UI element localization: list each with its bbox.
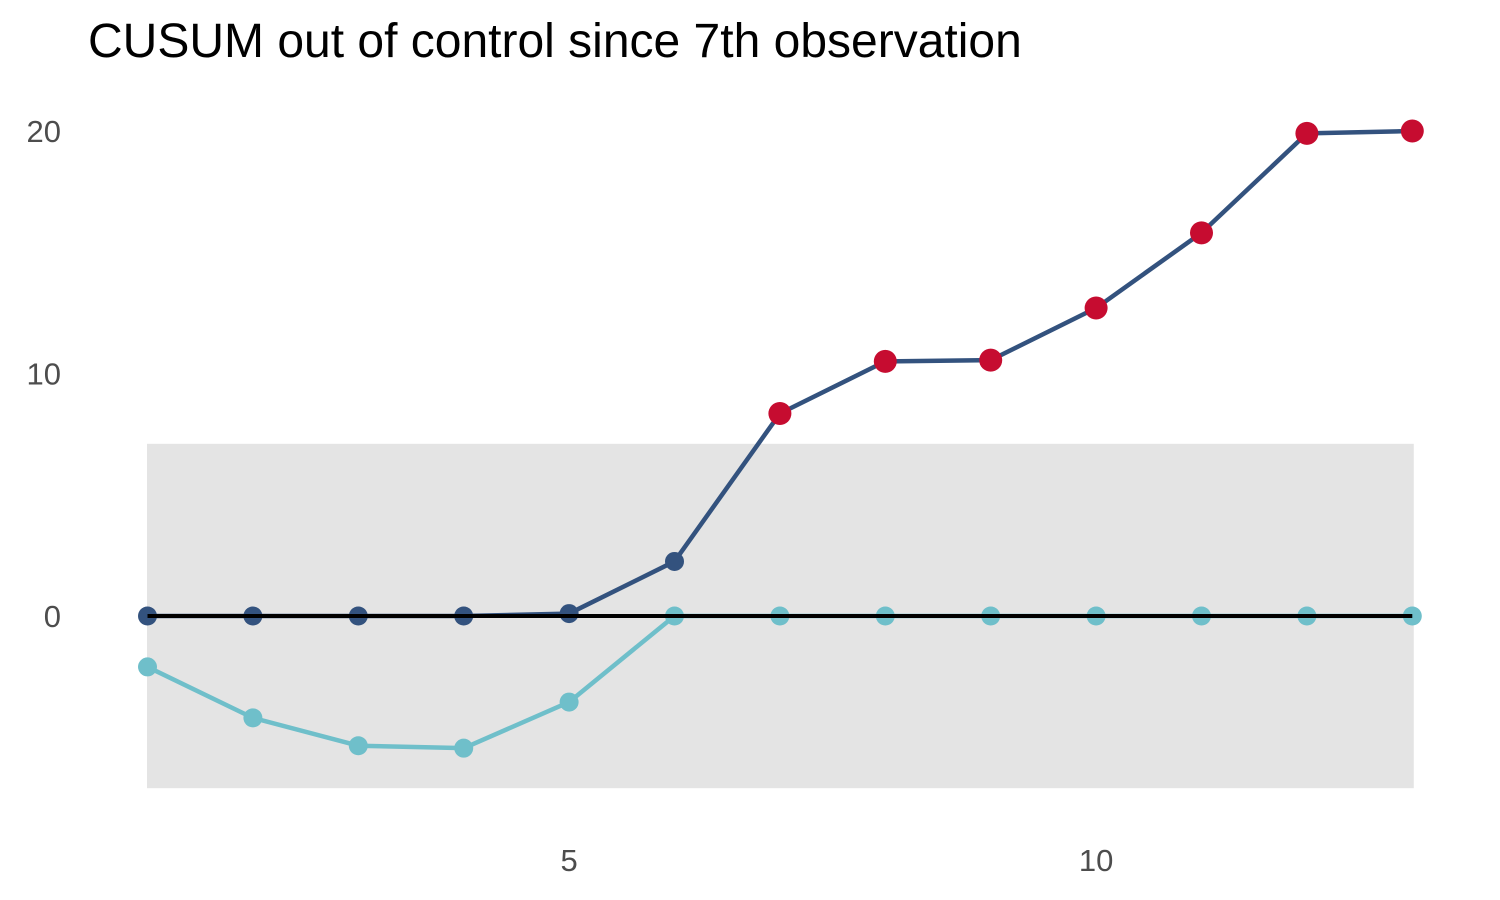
lower-cusum-point [454,738,474,758]
out-of-control-point [768,402,792,426]
y-axis-tick-label: 10 [27,357,61,392]
out-of-control-point [979,348,1003,372]
upper-cusum-point [665,551,684,571]
out-of-control-point [1084,296,1108,320]
lower-cusum-point [138,657,157,677]
out-of-control-point [1190,221,1213,245]
x-axis-tick-label: 5 [560,843,577,878]
upper-cusum-point [559,604,579,624]
lower-cusum-point [348,736,368,756]
chart-title: CUSUM out of control since 7th observati… [88,15,1022,68]
lower-cusum-point [243,708,263,728]
out-of-control-point [1400,119,1424,143]
y-axis-tick-label: 0 [44,599,61,634]
out-of-control-point [873,349,897,373]
out-of-control-point [1295,121,1319,145]
lower-cusum-point [559,692,579,712]
x-axis-tick-label: 10 [1079,843,1113,878]
y-axis-tick-label: 20 [27,114,61,149]
